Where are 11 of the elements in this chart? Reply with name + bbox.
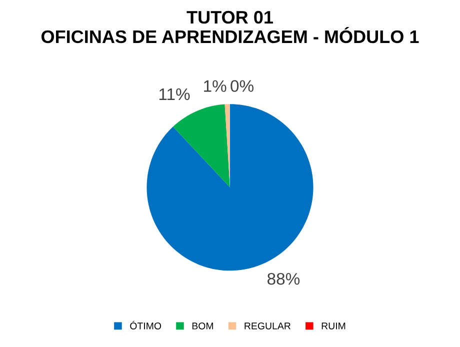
- legend-label: RUIM: [322, 322, 346, 330]
- chart-title: TUTOR 01 OFICINAS DE APRENDIZAGEM - MÓDULO 1: [41, 10, 419, 44]
- legend-label: ÓTIMO: [130, 320, 162, 330]
- data-label: 88%: [268, 272, 300, 285]
- text: 0%: [230, 80, 254, 92]
- legend-label: REGULAR: [244, 322, 290, 330]
- pie-slice: [146, 104, 314, 271]
- data-label: 1%: [204, 80, 226, 92]
- legend-label: BOM: [192, 322, 213, 330]
- data-label: 11%: [159, 88, 190, 100]
- pie-slice: [172, 104, 230, 188]
